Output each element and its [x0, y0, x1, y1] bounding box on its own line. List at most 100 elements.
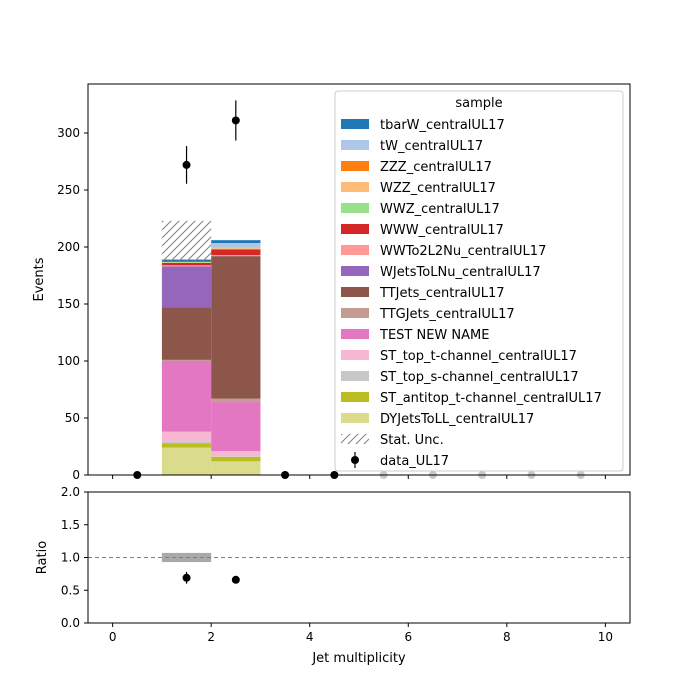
- ratio-y-axis-label: Ratio: [35, 541, 50, 574]
- legend-swatch: [341, 161, 369, 171]
- ratio-point: [231, 575, 240, 584]
- x-tick-label: 8: [503, 630, 511, 644]
- legend-swatch: [341, 119, 369, 129]
- legend-swatch: [341, 224, 369, 234]
- bar-tw-centralul17-bin-2: [211, 243, 261, 248]
- stacked-bars: [161, 240, 261, 475]
- legend-item: ST_antitop_t-channel_centralUL17: [341, 391, 602, 406]
- legend-item: ST_top_t-channel_centralUL17: [341, 349, 577, 364]
- legend-label: DYJetsToLL_centralUL17: [380, 412, 534, 427]
- legend-box: [334, 90, 624, 472]
- bar-ttjets-centralul17-bin-2: [211, 256, 261, 399]
- y-tick-label: 50: [65, 411, 80, 425]
- legend-label: Stat. Unc.: [380, 433, 444, 448]
- bar-www-centralul17-bin-2: [211, 249, 261, 255]
- legend-swatch: [341, 413, 369, 423]
- legend: sample tbarW_centralUL17 tW_centralUL17 ZZ…: [334, 90, 624, 472]
- y-tick-label: 150: [57, 297, 80, 311]
- legend-item: TTJets_centralUL17: [341, 286, 505, 301]
- legend-item: tbarW_centralUL17: [341, 118, 505, 133]
- y-tick-label: 200: [57, 240, 80, 254]
- legend-item: data_UL17: [351, 452, 449, 469]
- ratio-y-tick-label: 1.0: [61, 551, 80, 565]
- ratio-y-tick-label: 1.5: [61, 518, 80, 532]
- legend-items: tbarW_centralUL17 tW_centralUL17 ZZZ_centr…: [341, 118, 602, 469]
- bar-st-top-t-channel-centralul17-bin-1: [161, 431, 212, 442]
- main-y-ticks: 0 50 100 150 200 250 300: [57, 126, 88, 482]
- bar-st-top-s-channel-centralul17-bin-1: [161, 441, 212, 444]
- main-y-axis-label: Events: [32, 257, 47, 301]
- legend-title: sample: [455, 96, 502, 111]
- legend-swatch-hatch: [341, 434, 369, 444]
- legend-item: WWW_centralUL17: [341, 223, 504, 238]
- legend-swatch: [341, 140, 369, 150]
- bar-www-centralul17-bin-1: [161, 262, 212, 266]
- legend-label: WWZ_centralUL17: [380, 202, 500, 217]
- bar-st-antitop-t-channel-centralul17-bin-1: [161, 443, 212, 448]
- legend-item: ST_top_s-channel_centralUL17: [341, 370, 579, 385]
- bar-test-new-name-bin-2: [211, 402, 261, 452]
- data-point: [231, 116, 240, 125]
- legend-item: ZZZ_centralUL17: [341, 160, 492, 175]
- ratio-y-ticks: 0.0 0.5 1.0 1.5 2.0: [61, 485, 88, 630]
- stat-unc-band: [161, 220, 212, 262]
- legend-label: tW_centralUL17: [380, 139, 483, 154]
- legend-label: TTJets_centralUL17: [379, 286, 505, 301]
- main-axes-frame: [87, 83, 631, 476]
- main-x-ticks: [112, 475, 606, 479]
- legend-swatch: [341, 350, 369, 360]
- y-tick-label: 250: [57, 183, 80, 197]
- bar-tbarw-centralul17-bin-2: [211, 240, 261, 244]
- legend-label: tbarW_centralUL17: [380, 118, 505, 133]
- legend-swatch: [341, 287, 369, 297]
- ratio-y-tick-label: 2.0: [61, 485, 80, 499]
- x-tick-label: 4: [306, 630, 314, 644]
- bar-wwz-centralul17-bin-2: [211, 248, 261, 250]
- legend-label: data_UL17: [380, 454, 449, 469]
- bar-wzz-centralul17-bin-2: [211, 248, 261, 249]
- legend-label: ST_top_s-channel_centralUL17: [380, 370, 579, 385]
- legend-swatch: [341, 329, 369, 339]
- legend-label: TEST NEW NAME: [379, 328, 489, 343]
- legend-label: WZZ_centralUL17: [380, 181, 496, 196]
- x-tick-label: 6: [404, 630, 412, 644]
- ratio-y-tick-label: 0.0: [61, 616, 80, 630]
- bar-st-antitop-t-channel-centralul17-bin-2: [211, 456, 261, 462]
- legend-label: WWTo2L2Nu_centralUL17: [380, 244, 546, 259]
- legend-swatch: [341, 182, 369, 192]
- legend-label: ST_antitop_t-channel_centralUL17: [380, 391, 602, 406]
- legend-label: TTGJets_centralUL17: [379, 307, 515, 322]
- legend-label: WWW_centralUL17: [380, 223, 504, 238]
- legend-item: TTGJets_centralUL17: [341, 307, 515, 322]
- data-point: [182, 160, 191, 169]
- bar-dyjetstoll-centralul17-bin-1: [161, 447, 212, 475]
- bar-ttgjets-centralul17-bin-2: [211, 398, 261, 403]
- ratio-point: [182, 573, 191, 582]
- legend-marker: [351, 456, 359, 464]
- bar-wwto2l2nu-centralul17-bin-2: [211, 254, 261, 257]
- y-tick-label: 300: [57, 126, 80, 140]
- legend-label: WJetsToLNu_centralUL17: [380, 265, 541, 280]
- bar-wwz-centralul17-bin-1: [161, 262, 212, 263]
- x-tick-label: 0: [109, 630, 117, 644]
- bar-ttgjets-centralul17-bin-1: [161, 359, 212, 362]
- legend-item: WWZ_centralUL17: [341, 202, 500, 217]
- bar-wwto2l2nu-centralul17-bin-1: [161, 265, 212, 267]
- legend-swatch: [341, 203, 369, 213]
- bar-st-top-t-channel-centralul17-bin-2: [211, 451, 261, 457]
- bar-dyjetstoll-centralul17-bin-2: [211, 461, 261, 475]
- legend-item: WWTo2L2Nu_centralUL17: [341, 244, 546, 259]
- legend-swatch: [341, 308, 369, 318]
- legend-swatch: [341, 371, 369, 381]
- x-tick-label: 10: [598, 630, 613, 644]
- legend-item: Stat. Unc.: [341, 433, 444, 448]
- x-axis-label: Jet multiplicity: [311, 651, 406, 666]
- ratio-x-ticks: 0 2 4 6 8 10: [109, 623, 613, 644]
- ratio-y-tick-label: 0.5: [61, 583, 80, 597]
- legend-label: ZZZ_centralUL17: [380, 160, 492, 175]
- main-panel: 0 50 100 150 200 250 300 Events sample tbarW_c…: [32, 83, 631, 482]
- legend-item: DYJetsToLL_centralUL17: [341, 412, 534, 427]
- bar-wjetstolnu-centralul17-bin-1: [161, 266, 212, 308]
- x-tick-label: 2: [207, 630, 215, 644]
